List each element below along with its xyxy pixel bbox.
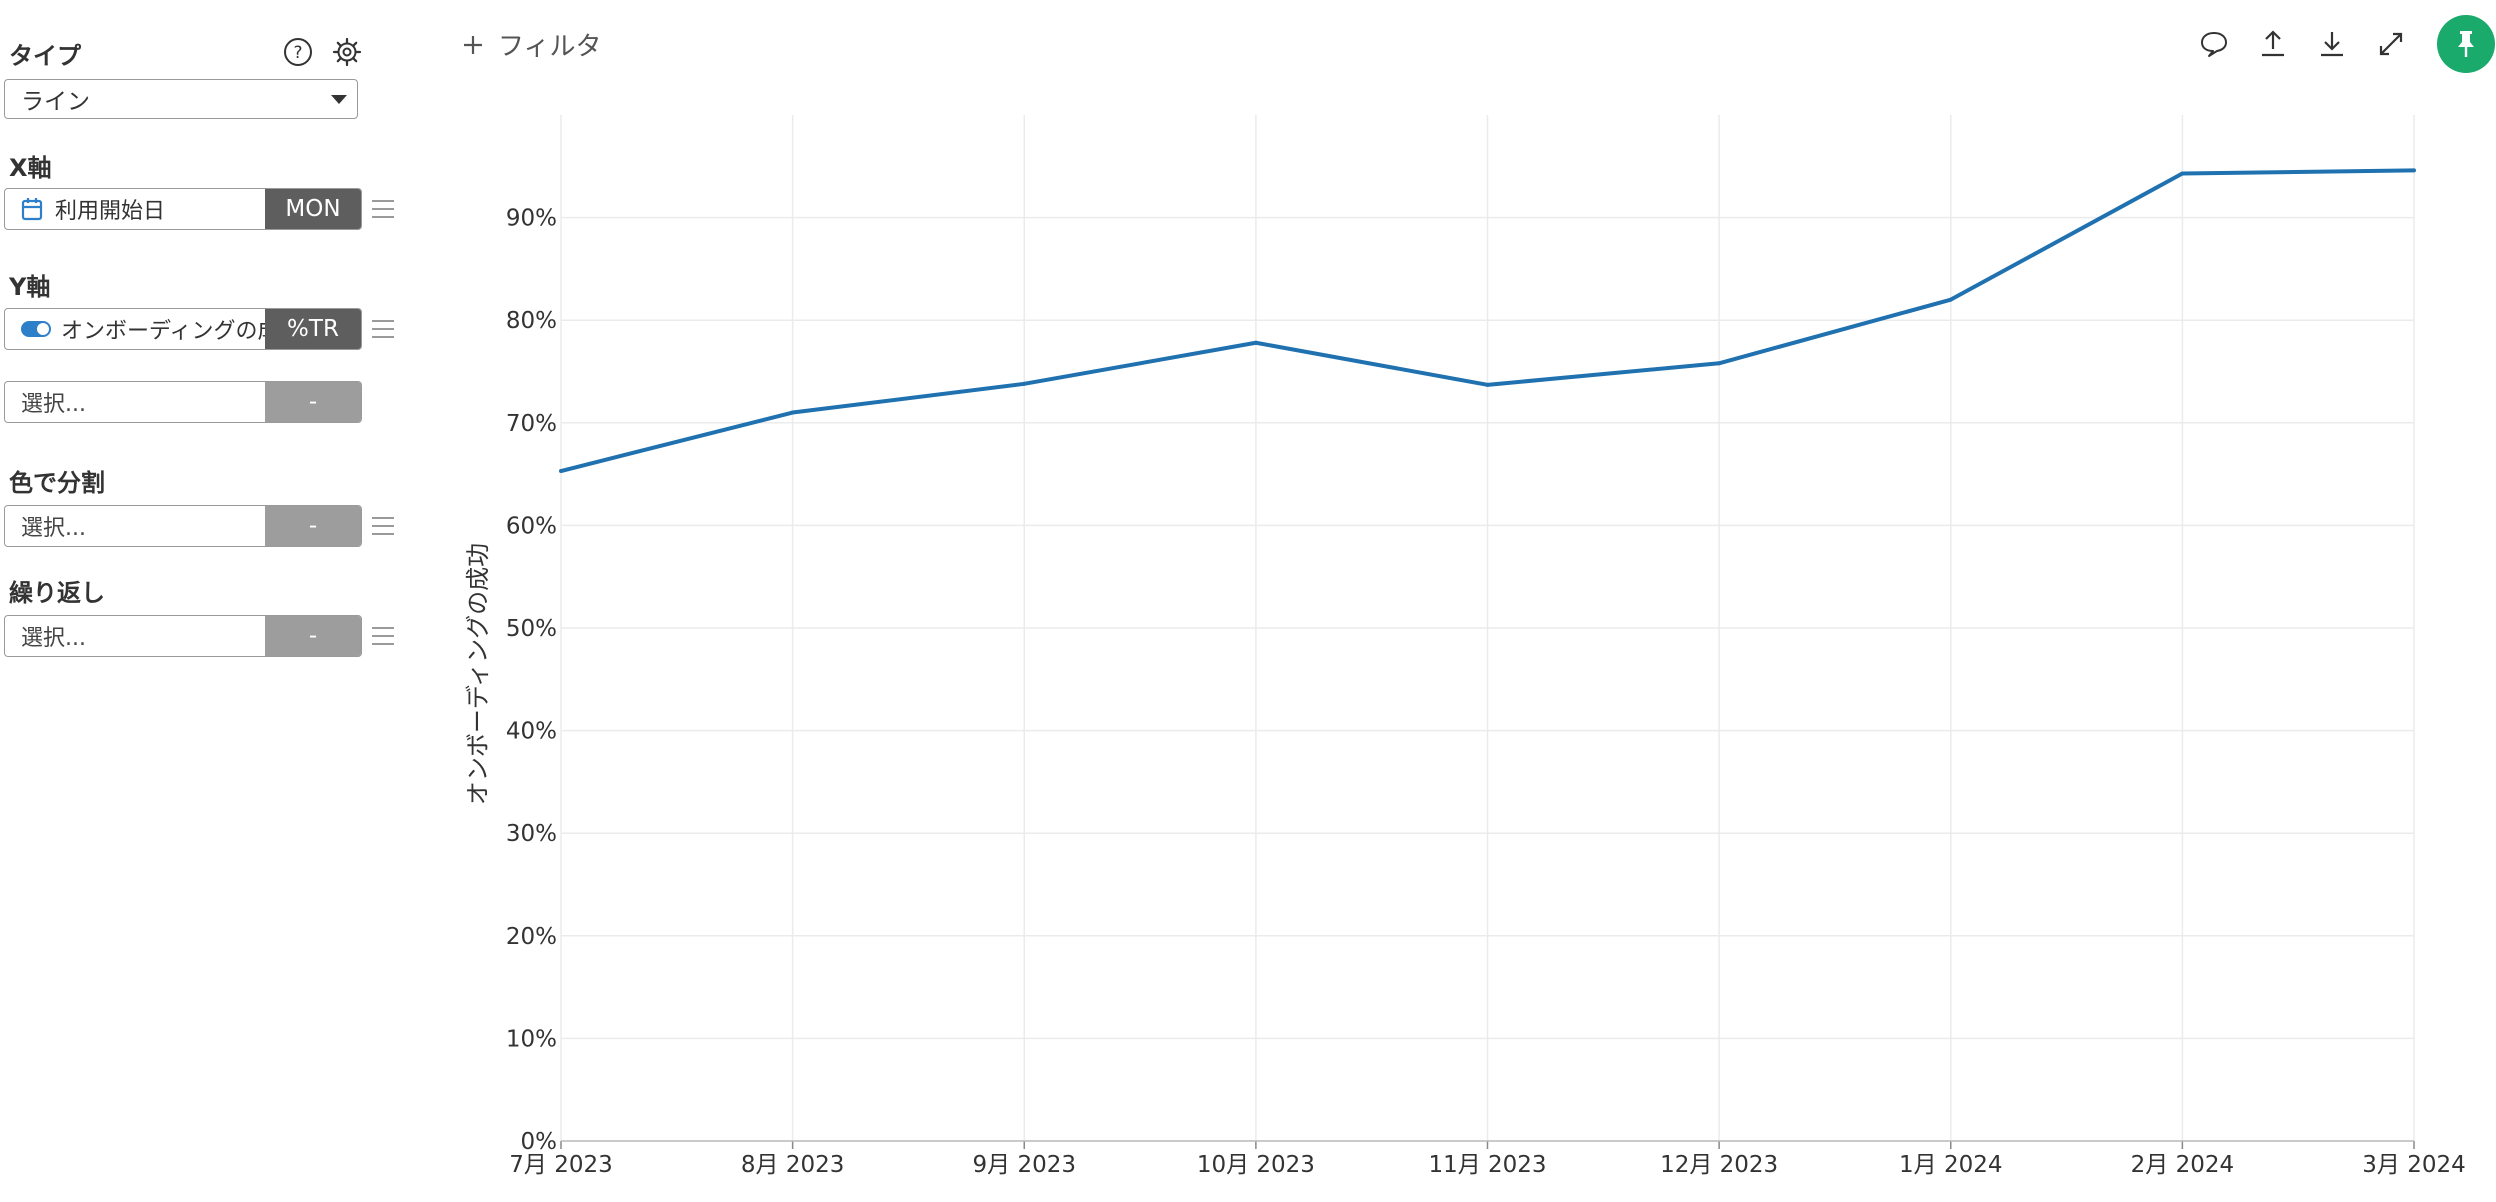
y-axis-add-placeholder[interactable]: 選択... [21,392,86,417]
x-tick-label: 2月 2024 [2131,1152,2234,1178]
plus-icon [464,35,482,54]
data-point [1717,361,1722,366]
y-tick-label: 90% [506,206,557,232]
y-axis-title: オンボーディングの成功 [464,543,492,805]
svg-text:?: ? [293,43,302,63]
y-axis-field-main[interactable]: オンボーディングの成功 [5,309,265,349]
data-point [559,469,563,474]
repeat-field[interactable]: 選択... - [4,615,362,657]
help-icon[interactable]: ? [281,35,315,69]
y-axis-aggregation-tag[interactable]: %TR [265,309,361,349]
y-tick-label: 10% [506,1026,557,1052]
repeat-tag[interactable]: - [265,616,361,656]
x-tick-label: 7月 2023 [509,1152,612,1178]
x-axis-field[interactable]: 利用開始日 MON [4,188,362,230]
data-point [2412,168,2416,173]
y-axis-label: Y軸 [9,273,51,301]
calendar-icon [21,198,43,221]
type-label: タイプ [9,42,81,70]
x-axis-aggregation-tag[interactable]: MON [265,189,361,229]
toggle-icon[interactable] [21,321,51,337]
data-point [1022,381,1027,386]
data-point [790,410,795,415]
drag-handle-icon[interactable] [372,320,394,338]
y-tick-label: 50% [506,616,557,642]
expand-icon[interactable] [2375,28,2407,60]
color-split-placeholder[interactable]: 選択... [21,516,86,541]
y-tick-label: 80% [506,308,557,334]
download-icon[interactable] [2316,28,2348,60]
chart-series [559,168,2416,474]
data-point [1485,382,1490,387]
y-tick-label: 40% [506,719,557,745]
repeat-placeholder[interactable]: 選択... [21,626,86,651]
comment-icon[interactable] [2198,28,2230,60]
repeat-label: 繰り返し [9,579,105,607]
color-split-label: 色で分割 [9,469,105,497]
chart-axes: 0% 10% 20% 30% 40% 50% 60% 70% 80% 90% 7月 2023 8月 2… [506,206,2466,1178]
y-tick-label: 30% [506,821,557,847]
chevron-down-icon [331,94,347,104]
x-axis-label: X軸 [9,154,52,182]
pin-button[interactable] [2437,15,2495,73]
y-axis-add-field[interactable]: 選択... - [4,381,362,423]
gear-icon[interactable] [330,35,364,69]
y-tick-label: 60% [506,513,557,539]
add-filter-button[interactable]: フィルタ [462,26,601,63]
data-point [1253,340,1258,345]
x-tick-label: 11月 2023 [1428,1152,1546,1178]
x-tick-label: 8月 2023 [741,1152,844,1178]
y-axis-field[interactable]: オンボーディングの成功 %TR [4,308,362,350]
x-tick-label: 12月 2023 [1660,1152,1778,1178]
x-tick-label: 10月 2023 [1197,1152,1315,1178]
y-tick-label: 0% [521,1129,558,1155]
upload-icon[interactable] [2257,28,2289,60]
color-split-tag[interactable]: - [265,506,361,546]
x-tick-label: 1月 2024 [1899,1152,2002,1178]
pin-icon [2458,31,2474,57]
drag-handle-icon[interactable] [372,200,394,218]
chart-gridlines [560,115,2415,1142]
data-point [2180,171,2185,176]
drag-handle-icon[interactable] [372,627,394,645]
drag-handle-icon[interactable] [372,517,394,535]
chart-type-select[interactable]: ライン [4,79,358,119]
chart-config-panel: タイプ ? ライン X軸 [0,0,410,1202]
chart-type-value: ライン [21,89,90,115]
x-axis-field-main[interactable]: 利用開始日 [5,189,265,229]
y-tick-label: 70% [506,411,557,437]
color-split-field[interactable]: 選択... - [4,505,362,547]
data-point [1948,297,1953,302]
x-axis-field-name: 利用開始日 [55,199,166,224]
add-filter-label: フィルタ [498,32,602,62]
y-axis-add-tag[interactable]: - [265,382,361,422]
y-axis-field-name: オンボーディングの成功 [61,319,265,344]
x-tick-label: 3月 2024 [2362,1152,2465,1178]
y-tick-label: 20% [506,924,557,950]
x-tick-label: 9月 2023 [973,1152,1076,1178]
